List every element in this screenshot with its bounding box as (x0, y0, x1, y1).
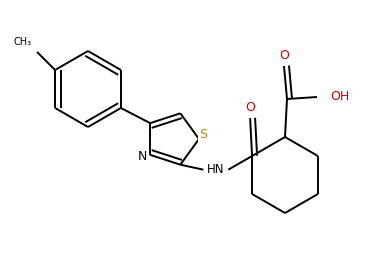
Text: O: O (245, 101, 255, 115)
Text: N: N (137, 150, 147, 163)
Text: CH₃: CH₃ (14, 37, 32, 47)
Text: O: O (279, 49, 289, 62)
Text: HN: HN (207, 163, 224, 176)
Text: OH: OH (330, 91, 349, 104)
Text: S: S (199, 128, 207, 142)
